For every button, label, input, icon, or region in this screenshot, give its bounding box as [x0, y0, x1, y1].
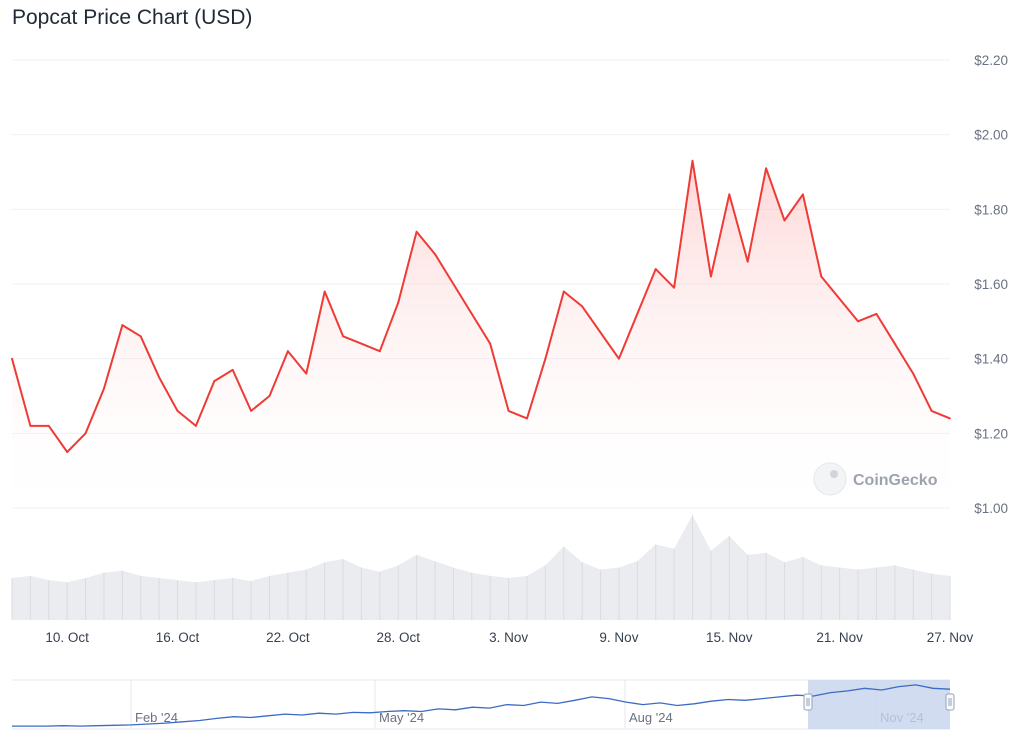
watermark-text: CoinGecko: [853, 472, 938, 489]
price-point: [691, 159, 694, 162]
navigator-window[interactable]: [808, 680, 950, 729]
price-point: [103, 387, 105, 390]
coingecko-watermark: CoinGecko: [813, 462, 938, 496]
price-point: [470, 312, 473, 315]
price-point: [342, 335, 344, 338]
price-point: [838, 298, 841, 300]
price-point: [489, 342, 492, 345]
y-tick-label: $1.40: [974, 352, 1008, 367]
x-tick-label: 10. Oct: [45, 630, 89, 645]
chart-title: Popcat Price Chart (USD): [12, 6, 253, 29]
price-point: [378, 350, 381, 353]
price-point: [29, 424, 32, 427]
y-tick-label: $1.20: [974, 426, 1008, 441]
price-point: [636, 312, 639, 315]
x-axis: 10. Oct 16. Oct 22. Oct 28. Oct 3. Nov 9. Nov…: [45, 630, 973, 645]
price-point: [710, 275, 712, 278]
y-tick-label: $2.00: [974, 128, 1008, 143]
x-tick-label: 16. Oct: [156, 630, 200, 645]
price-line[interactable]: [11, 159, 951, 453]
x-tick-label: 21. Nov: [816, 630, 863, 645]
price-point: [139, 335, 142, 338]
price-point: [47, 424, 50, 427]
navigator-tick-label: Aug '24: [629, 710, 673, 725]
price-point: [949, 417, 951, 420]
navigator-tick-label: Feb '24: [135, 710, 178, 725]
price-point: [581, 305, 584, 308]
price-point: [323, 290, 326, 293]
price-point: [507, 410, 510, 412]
price-series[interactable]: [11, 159, 951, 509]
price-point: [746, 260, 749, 263]
price-point: [415, 230, 418, 233]
price-point: [765, 167, 767, 170]
price-point: [673, 286, 676, 289]
price-point: [654, 268, 657, 270]
price-point: [526, 417, 528, 420]
price-point: [820, 275, 823, 278]
price-point: [562, 290, 565, 293]
navigator-tick-label: May '24: [379, 710, 424, 725]
price-point: [231, 368, 234, 371]
x-tick-label: 3. Nov: [489, 630, 528, 645]
price-point: [268, 395, 271, 397]
price-point: [213, 380, 216, 382]
price-point: [452, 283, 455, 285]
y-tick-label: $1.80: [974, 202, 1008, 217]
price-point: [728, 193, 731, 196]
coingecko-logo-icon: [813, 462, 847, 496]
navigator-handle[interactable]: [945, 693, 955, 711]
x-tick-label: 22. Oct: [266, 630, 310, 645]
price-point: [11, 357, 13, 360]
price-point: [857, 320, 859, 323]
price-point: [158, 376, 161, 379]
price-point: [599, 331, 602, 334]
price-point: [783, 219, 786, 222]
y-tick-label: $1.00: [974, 501, 1008, 516]
price-point: [84, 432, 87, 435]
x-tick-label: 28. Oct: [376, 630, 420, 645]
price-point: [121, 324, 124, 326]
y-tick-label: $1.60: [974, 277, 1008, 292]
x-tick-label: 9. Nov: [599, 630, 638, 645]
price-point: [618, 357, 620, 360]
price-point: [912, 372, 915, 375]
price-point: [397, 301, 400, 304]
navigator-line: [12, 684, 951, 727]
y-tick-label: $2.20: [974, 53, 1008, 68]
price-point: [544, 357, 547, 360]
price-point: [893, 342, 896, 345]
y-axis: $1.00 $1.20 $1.40 $1.60 $1.80 $2.00 $2.20: [974, 53, 1008, 516]
navigator-handle[interactable]: [803, 693, 813, 711]
price-point: [875, 312, 878, 315]
price-area-fill: [12, 160, 950, 509]
price-point: [305, 372, 308, 375]
price-point: [801, 193, 804, 196]
price-point: [930, 410, 933, 412]
price-point: [434, 253, 436, 256]
gecko-eye-icon: [830, 470, 838, 478]
price-point: [66, 451, 69, 453]
x-tick-label: 27. Nov: [927, 630, 974, 645]
price-point: [286, 350, 289, 353]
price-point: [176, 410, 179, 412]
x-tick-label: 15. Nov: [706, 630, 753, 645]
price-point: [360, 342, 363, 345]
price-point: [195, 424, 197, 427]
volume-area: [12, 515, 950, 620]
price-point: [250, 410, 252, 412]
volume-bars: [11, 515, 951, 620]
